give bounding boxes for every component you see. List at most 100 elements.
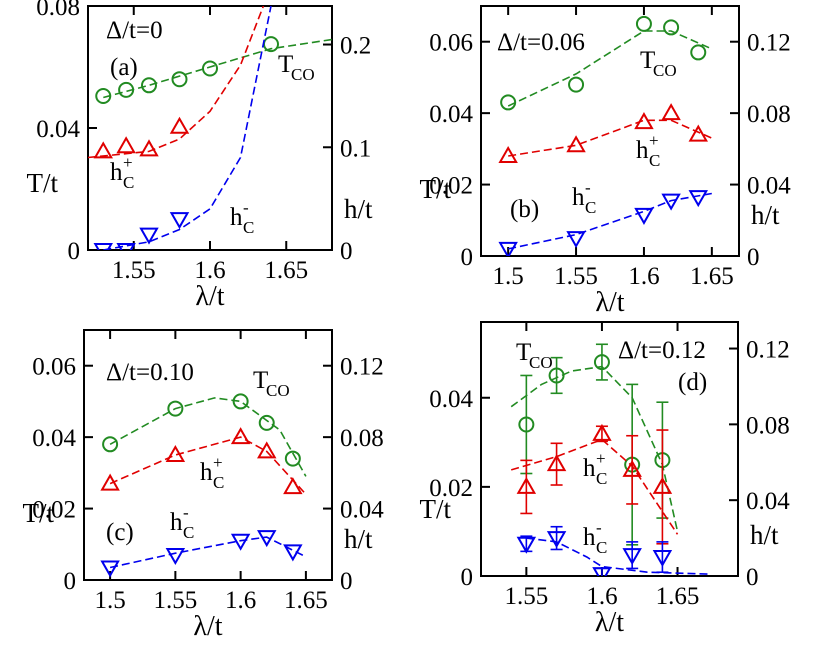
- point-T_CO: [568, 76, 585, 93]
- point-h_C+: [661, 103, 681, 121]
- series-label-sub: CO: [653, 61, 677, 80]
- series-label-sup: +: [649, 131, 659, 150]
- x-axis-label: λ/t: [595, 287, 624, 318]
- series-label-sub: C: [243, 218, 254, 237]
- x-tick-label: 1.65: [284, 587, 328, 614]
- y-axis-label-right: h/t: [750, 520, 779, 550]
- panel-c: 1.5 1.55 1.6 1.65 0 0.02 0.04 0.06 0 0.04 0.08 0.12…: [23, 329, 384, 642]
- point-h_C-: [116, 243, 136, 250]
- plot-area: [88, 6, 332, 250]
- x-tick-label: 1.6: [194, 257, 225, 284]
- plot-area: [100, 393, 307, 578]
- x-tick-label: 1.65: [656, 583, 700, 610]
- point-T_CO: [500, 94, 517, 111]
- series-label-main: h: [583, 524, 596, 551]
- series-label-sub: C: [596, 538, 607, 557]
- plot-frame: [480, 321, 739, 577]
- point-h_C+: [634, 112, 654, 130]
- fit-line-T_CO: [507, 30, 713, 107]
- y-tick-label-left: 0.06: [429, 30, 473, 57]
- y-axis-label-left: T/t: [27, 168, 59, 198]
- point-T_CO: [663, 19, 680, 36]
- y-tick-label-left: 0.04: [36, 116, 80, 143]
- point-h_C+: [498, 145, 518, 163]
- panel-label: (c): [106, 519, 134, 546]
- point-T_CO: [518, 416, 535, 433]
- y-tick-label-right: 0: [340, 238, 353, 265]
- point-T_CO: [118, 81, 135, 98]
- x-tick-label: 1.6: [628, 263, 659, 290]
- series-label-main: T: [253, 367, 268, 394]
- series-label-sup: +: [123, 153, 133, 172]
- y-tick-label-right: 0.08: [746, 412, 790, 439]
- x-tick-label: 1.6: [225, 587, 256, 614]
- point-T_CO: [593, 354, 610, 371]
- series-label-sup: +: [213, 453, 223, 472]
- series-label-h_C+: h C+: [636, 131, 660, 170]
- series-label-sup: -: [183, 503, 189, 522]
- panel-a: 1.55 1.6 1.65 0 0.04 0.08 0 0.1 0.2 λ/t T/t h/t Δ/t=…: [27, 0, 374, 312]
- y-tick-label-left: 0.04: [429, 386, 473, 413]
- series-label-h_C-: h C-: [170, 503, 194, 542]
- y-axis-label-right: h/t: [344, 194, 373, 224]
- point-T_CO: [284, 450, 301, 467]
- plot-area: [498, 15, 713, 256]
- x-tick-label: 1.6: [586, 583, 617, 610]
- y-axis-label-left: T/t: [420, 494, 452, 524]
- y-tick-label-left: 0.04: [429, 101, 473, 128]
- point-T_CO: [548, 367, 565, 384]
- y-tick-label-right: 0.1: [340, 135, 371, 162]
- panel-label: (b): [510, 196, 539, 223]
- fit-line-h_C-: [526, 537, 708, 575]
- y-tick-label-right: 0.08: [340, 425, 384, 452]
- y-tick-label-right: 0.04: [746, 488, 790, 515]
- fit-line-h_C-: [109, 536, 307, 569]
- y-tick-label-left: 0: [68, 238, 81, 265]
- plot-frame: [480, 5, 740, 257]
- panel-b: 1.5 1.55 1.6 1.65 0 0.02 0.04 0.06 0 0.04 0.08 0.12…: [420, 5, 791, 318]
- point-T_CO: [202, 60, 218, 77]
- fit-line-h_C+: [510, 438, 679, 535]
- series-label-sub: C: [213, 473, 224, 492]
- x-axis-label: λ/t: [195, 281, 224, 312]
- series-label-sub: C: [596, 469, 607, 488]
- fit-line-h_C+: [508, 119, 713, 157]
- series-label-sub: C: [123, 173, 134, 192]
- series-label-h_C+: h C+: [583, 449, 607, 488]
- series-label-sub: C: [649, 151, 660, 170]
- point-h_C+: [546, 454, 567, 472]
- y-tick-label-left: 0: [64, 568, 77, 595]
- panel-label: (a): [110, 54, 138, 81]
- x-tick-label: 1.65: [264, 257, 308, 284]
- series-label-T_CO: TCO: [640, 47, 677, 80]
- delta-annotation: Δ/t=0.10: [106, 359, 194, 386]
- y-tick-label-right: 0.04: [747, 173, 791, 200]
- y-tick-label-left: 0: [461, 564, 474, 591]
- y-tick-label-right: 0.12: [746, 337, 790, 364]
- point-T_CO: [258, 414, 275, 431]
- fit-line-h_C+: [109, 436, 307, 495]
- series-label-h_C-: h C-: [583, 518, 607, 557]
- y-tick-label-right: 0: [746, 564, 759, 591]
- y-axis-label-left: T/t: [420, 174, 452, 204]
- series-label-main: h: [636, 137, 649, 164]
- point-h_C+: [165, 444, 186, 462]
- series-label-h_C+: h C+: [110, 153, 134, 192]
- series-label-h_C-: h C-: [230, 198, 254, 237]
- x-axis-label: λ/t: [595, 607, 624, 638]
- point-h_C-: [165, 548, 186, 566]
- point-T_CO: [690, 44, 707, 61]
- point-h_C+: [230, 427, 251, 445]
- point-T_CO: [171, 71, 188, 88]
- point-h_C+: [169, 116, 190, 134]
- y-tick-label-right: 0: [747, 244, 760, 271]
- x-tick-label: 1.55: [504, 583, 548, 610]
- point-h_C+: [257, 441, 277, 459]
- y-tick-label-left: 0.02: [429, 173, 473, 200]
- panel-d: 1.55 1.6 1.65 0 0.02 0.04 0 0.04 0.08 0.12 λ/t T/t h…: [420, 321, 790, 638]
- delta-annotation: Δ/t=0.12: [618, 337, 706, 364]
- series-label-sup: +: [596, 449, 606, 468]
- y-tick-label-left: 0.02: [429, 475, 473, 502]
- point-h_C-: [652, 550, 673, 568]
